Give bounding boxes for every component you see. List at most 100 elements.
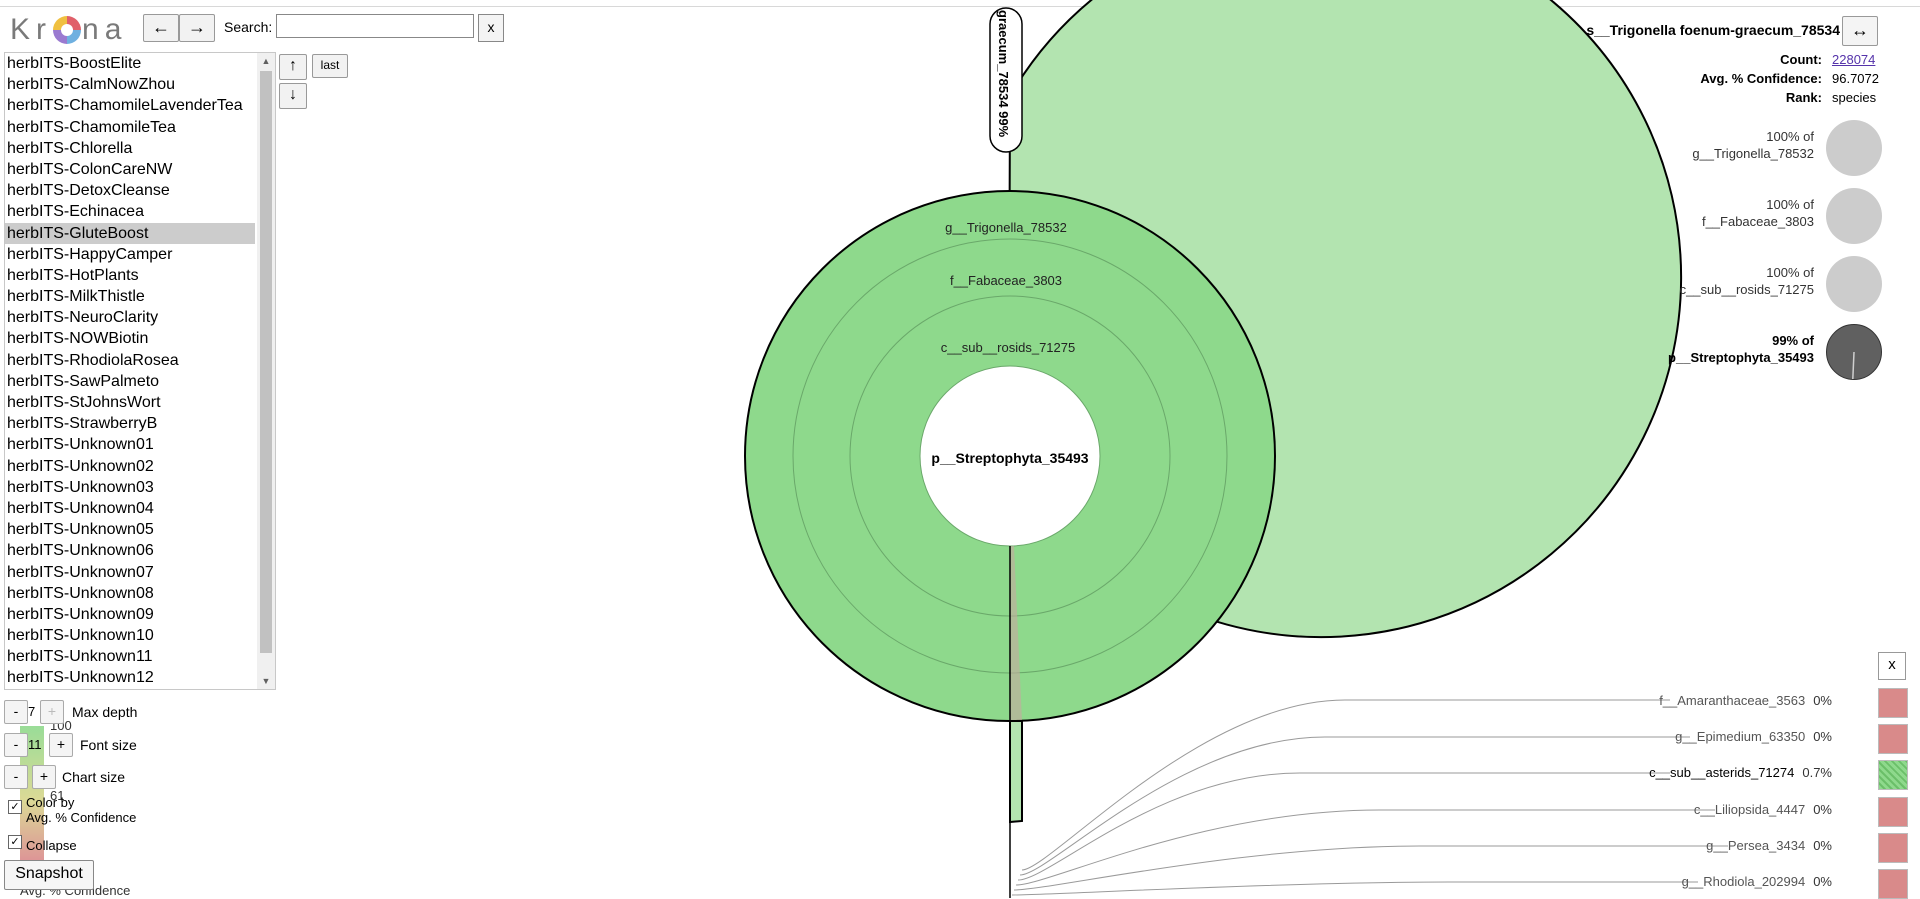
hidden-item-swatch[interactable]: [1878, 688, 1908, 718]
hidden-item-label[interactable]: g__Epimedium_63350 0%: [1675, 729, 1832, 744]
dataset-item[interactable]: herbITS-Unknown07: [7, 563, 154, 581]
dataset-scrollbar[interactable]: ▲ ▼: [257, 53, 275, 689]
dataset-last-button[interactable]: last: [312, 54, 348, 78]
font-size-plus-button[interactable]: +: [49, 733, 73, 757]
center-label[interactable]: p__Streptophyta_35493: [931, 450, 1088, 466]
logo-letter-k: K: [10, 13, 37, 47]
dataset-list[interactable]: herbITS-BoostElite herbITS-CalmNowZhou her…: [4, 52, 276, 690]
dataset-item[interactable]: herbITS-StrawberryB: [7, 415, 158, 433]
logo-letter-a: a: [104, 13, 128, 47]
dataset-item[interactable]: herbITS-ChamomileTea: [7, 118, 176, 136]
dataset-item[interactable]: herbITS-BoostElite: [7, 55, 142, 72]
max-depth-minus-button[interactable]: -: [4, 700, 28, 724]
font-size-value: 11: [28, 737, 42, 752]
dataset-down-button[interactable]: ↓: [279, 83, 307, 109]
dataset-item[interactable]: herbITS-Unknown03: [7, 478, 154, 496]
hidden-item-swatch[interactable]: [1878, 869, 1908, 899]
ancestor-label[interactable]: 100% of f__Fabaceae_3803: [1614, 196, 1814, 230]
hidden-item-name: c__sub__asterids_71274: [1649, 765, 1795, 780]
krona-logo: Kr na: [10, 12, 127, 48]
search-label: Search:: [224, 19, 273, 35]
hidden-item-label[interactable]: g__Rhodiola_202994 0%: [1682, 874, 1832, 889]
ancestor-label[interactable]: 100% of g__Trigonella_78532: [1614, 128, 1814, 162]
ancestor-pie[interactable]: [1826, 256, 1882, 312]
dataset-item[interactable]: herbITS-SawPalmeto: [7, 372, 160, 390]
chart-size-minus-button[interactable]: -: [4, 765, 28, 789]
font-size-minus-button[interactable]: -: [4, 733, 28, 757]
dataset-item[interactable]: herbITS-Unknown10: [7, 627, 154, 645]
dataset-item[interactable]: herbITS-Unknown06: [7, 542, 154, 560]
dataset-item[interactable]: herbITS-Unknown08: [7, 584, 154, 602]
dataset-item[interactable]: herbITS-Unknown02: [7, 457, 154, 475]
color-by-checkbox[interactable]: ✓: [8, 800, 22, 814]
ancestor-name: f__Fabaceae_3803: [1701, 214, 1814, 229]
dataset-item[interactable]: herbITS-NOWBiotin: [7, 330, 149, 348]
hidden-item-percent: 0%: [1813, 729, 1832, 744]
dataset-item[interactable]: herbITS-CalmNowZhou: [7, 76, 176, 94]
dataset-up-button[interactable]: ↑: [279, 54, 307, 80]
ring-label-class[interactable]: c__sub__rosids_71275: [941, 340, 1075, 355]
ancestor-percent: 100% of: [1766, 197, 1814, 212]
search-clear-button[interactable]: x: [478, 14, 504, 42]
chart-size-plus-button[interactable]: +: [32, 765, 56, 789]
dataset-item[interactable]: herbITS-DetoxCleanse: [7, 182, 170, 200]
scroll-down-arrow-icon[interactable]: ▼: [261, 676, 271, 686]
ring-label-genus[interactable]: g__Trigonella_78532: [945, 220, 1067, 235]
ancestor-pie[interactable]: [1826, 188, 1882, 244]
dataset-item[interactable]: herbITS-Unknown04: [7, 499, 154, 517]
hidden-item-label[interactable]: f__Amaranthaceae_3563 0%: [1659, 693, 1832, 708]
snapshot-button[interactable]: Snapshot: [4, 860, 94, 890]
forward-button[interactable]: →: [179, 14, 215, 42]
ancestor-label[interactable]: 100% of c__sub__rosids_71275: [1614, 264, 1814, 298]
ancestor-percent: 99% of: [1772, 333, 1814, 348]
max-depth-label: Max depth: [72, 704, 138, 720]
dataset-item[interactable]: herbITS-Chlorella: [7, 139, 133, 157]
back-button[interactable]: ←: [143, 14, 179, 42]
collapse-checkbox[interactable]: ✓: [8, 835, 22, 849]
color-by-label: Color by: [26, 795, 75, 810]
dataset-item[interactable]: herbITS-HappyCamper: [7, 245, 173, 263]
dataset-item[interactable]: herbITS-StJohnsWort: [7, 394, 161, 411]
dataset-item[interactable]: herbITS-Unknown05: [7, 521, 154, 539]
hidden-item-swatch[interactable]: [1878, 797, 1908, 827]
ancestor-pie[interactable]: [1826, 324, 1882, 380]
krona-pie-icon: [53, 16, 82, 45]
max-depth-plus-button[interactable]: +: [40, 700, 64, 724]
dataset-item[interactable]: herbITS-HotPlants: [7, 266, 139, 284]
hidden-item-label[interactable]: c__sub__asterids_71274 0.7%: [1649, 765, 1832, 780]
dataset-item[interactable]: herbITS-RhodiolaRosea: [7, 351, 179, 369]
dataset-item[interactable]: herbITS-Unknown01: [7, 436, 154, 454]
dataset-item[interactable]: herbITS-Unknown12: [7, 669, 154, 687]
hidden-list-close-button[interactable]: x: [1878, 652, 1906, 680]
hidden-item-swatch[interactable]: [1878, 833, 1908, 863]
hidden-item-swatch[interactable]: [1878, 724, 1908, 754]
scrollbar-thumb[interactable]: [260, 71, 272, 653]
hidden-item-label[interactable]: c__Liliopsida_4447 0%: [1694, 802, 1832, 817]
ancestor-name: g__Trigonella_78532: [1692, 146, 1814, 161]
ancestor-rings[interactable]: [744, 190, 1276, 722]
dataset-item[interactable]: herbITS-NeuroClarity: [7, 309, 159, 327]
hidden-item-percent: 0.7%: [1802, 765, 1832, 780]
dataset-item[interactable]: herbITS-ColonCareNW: [7, 160, 173, 178]
dataset-item[interactable]: herbITS-MilkThistle: [7, 288, 145, 306]
dataset-items: herbITS-BoostElite herbITS-CalmNowZhou her…: [5, 53, 275, 689]
small-wedges[interactable]: [1009, 546, 1023, 898]
ancestor-label[interactable]: 99% of p__Streptophyta_35493: [1614, 332, 1814, 366]
search-input[interactable]: [276, 14, 474, 38]
ancestor-percent: 100% of: [1766, 129, 1814, 144]
hidden-item-percent: 0%: [1813, 693, 1832, 708]
dataset-item[interactable]: herbITS-GluteBoost: [5, 222, 255, 244]
ancestor-pie[interactable]: [1826, 120, 1882, 176]
hidden-item-swatch[interactable]: [1878, 760, 1908, 790]
scroll-up-arrow-icon[interactable]: ▲: [261, 56, 271, 66]
hidden-item-name: g__Persea_3434: [1706, 838, 1806, 853]
dataset-item[interactable]: herbITS-ChamomileLavenderTea: [7, 97, 243, 115]
count-value-link[interactable]: 228074: [1832, 52, 1876, 67]
dataset-item[interactable]: herbITS-Echinacea: [7, 203, 144, 221]
ring-label-family[interactable]: f__Fabaceae_3803: [950, 273, 1062, 288]
dataset-item[interactable]: herbITS-Unknown09: [7, 605, 154, 623]
dataset-item[interactable]: herbITS-Unknown11: [7, 648, 153, 666]
swap-view-button[interactable]: ↔: [1842, 16, 1878, 46]
hidden-item-name: g__Epimedium_63350: [1675, 729, 1806, 744]
hidden-item-label[interactable]: g__Persea_3434 0%: [1706, 838, 1832, 853]
